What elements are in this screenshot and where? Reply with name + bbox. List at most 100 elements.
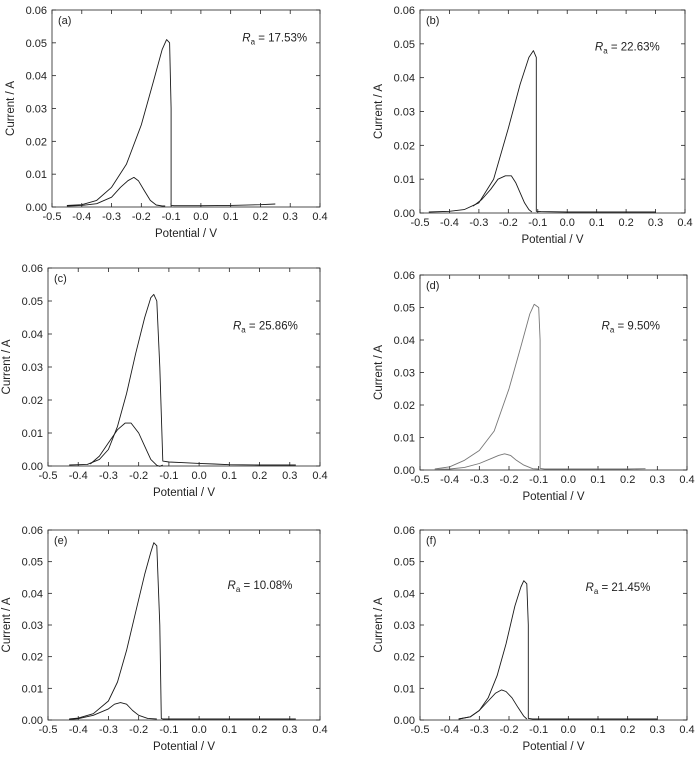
x-tick-label: -0.4 [72,211,91,223]
x-tick-label: -0.4 [440,474,459,486]
x-tick-label: 0.2 [620,724,635,736]
panel-c: -0.5 -0.4 -0.3 -0.2 -0.1 0.0 0.1 0.2 0.3 0.4 0.00 0… [1,263,328,499]
x-tick-label: 0.1 [589,217,604,229]
forward-scan-line [69,543,296,719]
y-tick-label: 0.02 [394,400,415,412]
x-tick-label: -0.1 [529,474,548,486]
y-tick-label: 0.00 [394,208,415,220]
x-tick-label: 0.0 [191,470,206,482]
x-tick-label: 0.4 [677,217,692,229]
reverse-scan-line [435,454,539,470]
x-tick-label: 0.0 [561,474,576,486]
panel-d: -0.5 -0.4 -0.3 -0.2 -0.1 0.0 0.1 0.2 0.3 0.40.000… [373,270,695,503]
y-tick-label: 0.02 [22,395,43,407]
y-tick-label: 0.04 [394,588,415,600]
figure-panel-grid: -0.5 -0.4 -0.3 -0.2 -0.1 0.0 0.1 0.2 0.3 0.40.000… [0,0,700,760]
ratio-annotation: Ra = 17.53% [242,33,307,47]
x-tick-label: -0.3 [99,724,118,736]
y-tick-label: 0.00 [394,465,415,477]
x-tick-label: -0.1 [529,724,548,736]
y-tick-label: 0.06 [22,525,43,537]
x-tick-label: -0.4 [69,470,88,482]
y-tick-label: 0.03 [394,107,415,119]
y-tick-label: 0.01 [394,683,415,695]
y-axis-label: Current / A [1,339,13,394]
y-axis-label: Current / A [5,81,17,136]
x-tick-label: 0.3 [650,474,665,486]
x-tick-label: -0.3 [99,470,118,482]
forward-scan-line [67,40,275,206]
panel-label: (f) [426,535,436,547]
panel-a: -0.5 -0.4 -0.3 -0.2 -0.1 0.0 0.1 0.2 0.3 0.4 0.00 0… [5,5,328,240]
plot-frame [420,530,687,720]
ratio-annotation: Ra = 9.50% [602,321,660,335]
y-tick-label: 0.00 [22,461,43,473]
x-axis-label: Potential / V [153,487,215,499]
panel-label: (b) [426,15,439,27]
x-axis-label: Potential / V [155,228,217,240]
x-tick-label: -0.2 [129,724,148,736]
x-tick-label: -0.2 [129,470,148,482]
y-tick-label: 0.04 [26,71,47,83]
y-tick-label: 0.05 [394,303,415,315]
y-tick-label: 0.03 [394,620,415,632]
x-tick-label: 0.0 [193,211,208,223]
y-tick-label: 0.05 [22,296,43,308]
x-tick-label: -0.1 [528,217,547,229]
y-tick-label: 0.00 [22,715,43,727]
x-tick-label: 0.1 [222,470,237,482]
x-tick-label: 0.3 [282,724,297,736]
x-tick-label: -0.3 [470,724,489,736]
y-tick-label: 0.03 [22,620,43,632]
forward-scan-line [429,51,656,212]
y-tick-label: 0.06 [394,5,415,17]
y-tick-label: 0.01 [22,683,43,695]
y-tick-label: 0.04 [22,329,43,341]
y-tick-label: 0.06 [26,5,47,17]
y-tick-label: 0.00 [26,202,47,214]
y-tick-label: 0.01 [26,169,47,181]
x-tick-label: -0.2 [500,724,519,736]
y-tick-label: 0.04 [394,73,415,85]
x-tick-label: -0.1 [162,211,181,223]
y-tick-label: 0.06 [394,525,415,537]
y-tick-label: 0.02 [26,136,47,148]
plot-frame [48,530,320,720]
ratio-annotation: Ra = 25.86% [233,320,298,334]
x-tick-label: 0.2 [252,724,267,736]
panel-label: (d) [426,280,439,292]
x-axis-label: Potential / V [522,741,584,753]
x-tick-label: -0.2 [499,217,518,229]
reverse-scan-line [473,176,532,212]
y-tick-label: 0.05 [394,39,415,51]
panel-label: (a) [58,15,71,27]
x-tick-label: 0.1 [590,474,605,486]
x-tick-label: -0.4 [440,217,459,229]
panel-label: (c) [54,273,67,285]
x-tick-label: 0.4 [312,724,327,736]
x-tick-label: -0.2 [132,211,151,223]
x-tick-label: -0.3 [470,474,489,486]
x-tick-label: 0.4 [679,724,694,736]
x-tick-label: -0.4 [69,724,88,736]
x-tick-label: 0.2 [252,470,267,482]
ratio-annotation: Ra = 21.45% [586,582,651,596]
y-tick-label: 0.01 [22,428,43,440]
panel-e: -0.5 -0.4 -0.3 -0.2 -0.1 0.0 0.1 0.2 0.3 0.4 0.00 0… [1,525,328,753]
x-tick-label: 0.2 [253,211,268,223]
y-tick-label: 0.04 [394,335,415,347]
x-tick-label: 0.3 [648,217,663,229]
y-tick-label: 0.03 [26,104,47,116]
y-axis-label: Current / A [373,345,385,400]
y-tick-label: 0.05 [22,557,43,569]
y-tick-label: 0.04 [22,588,43,600]
x-tick-label: 0.2 [618,217,633,229]
x-axis-label: Potential / V [521,234,583,246]
x-tick-label: -0.1 [159,724,178,736]
y-tick-label: 0.06 [394,270,415,282]
x-tick-label: 0.1 [590,724,605,736]
y-tick-label: 0.05 [394,557,415,569]
x-tick-label: 0.1 [222,724,237,736]
y-tick-label: 0.02 [22,652,43,664]
ratio-annotation: Ra = 10.08% [228,580,293,594]
